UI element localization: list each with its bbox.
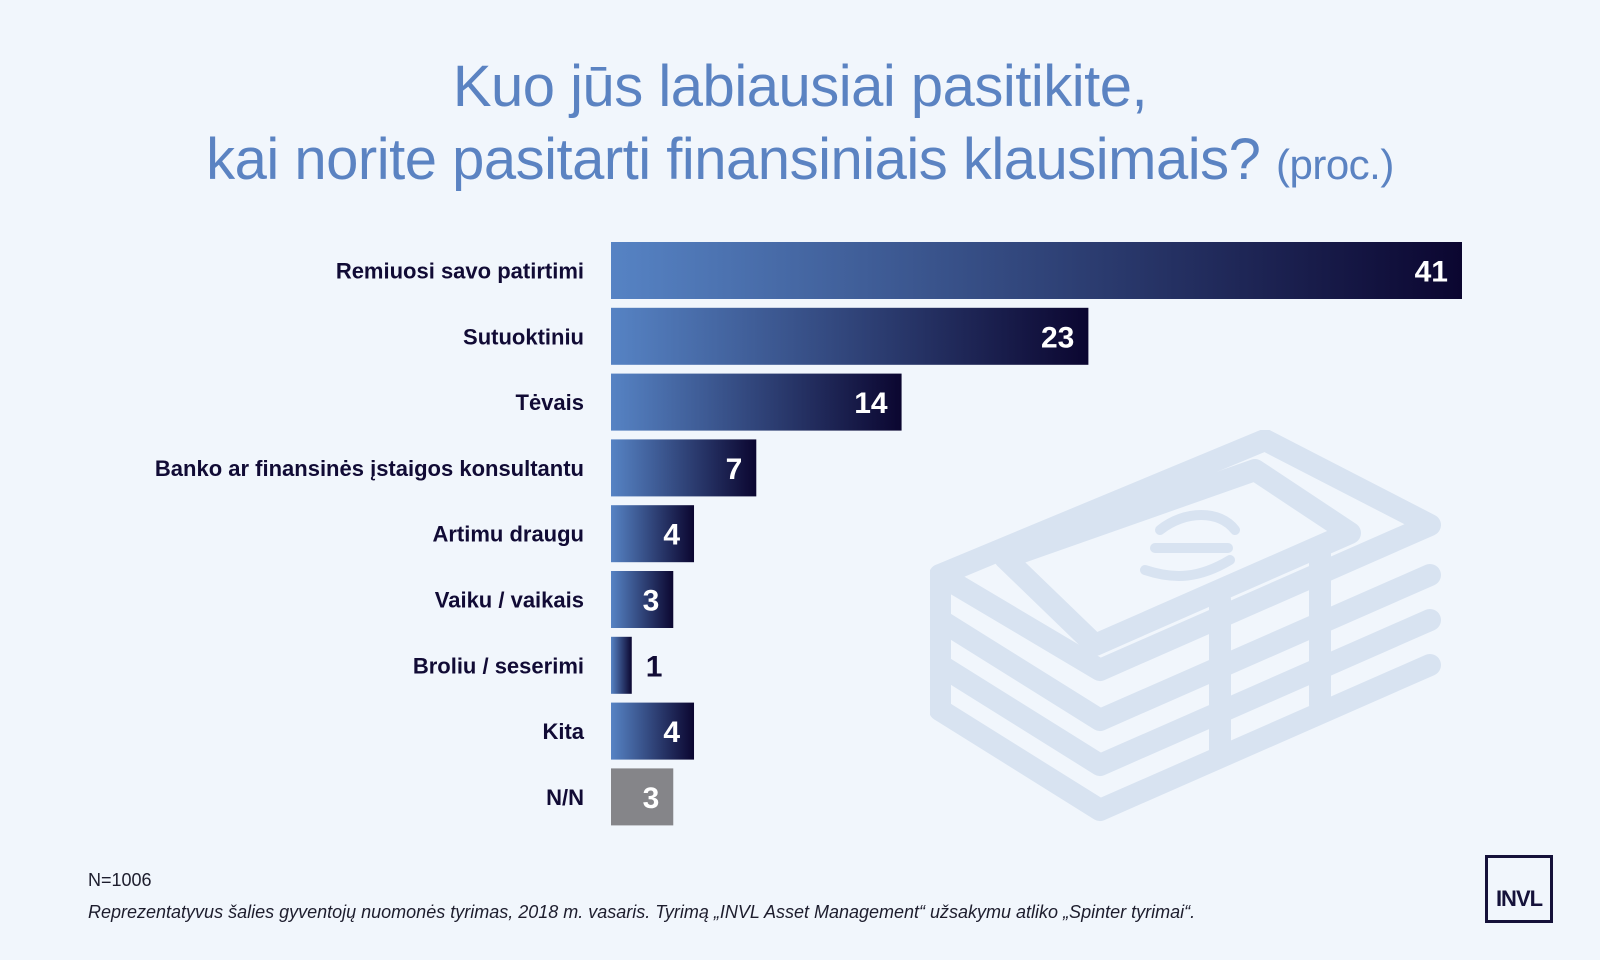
category-label: Kita xyxy=(542,719,584,744)
money-stack-outline xyxy=(930,430,1441,821)
sample-size: N=1006 xyxy=(88,870,152,890)
title-line-2: kai norite pasitarti finansiniais klausi… xyxy=(0,123,1600,201)
category-label: Tėvais xyxy=(516,390,585,415)
invl-logo: INVL xyxy=(1485,855,1553,923)
title-unit: (proc.) xyxy=(1275,141,1394,188)
category-label: Sutuoktiniu xyxy=(463,324,584,349)
source-note: Reprezentatyvus šalies gyventojų nuomonė… xyxy=(88,902,1196,922)
bar xyxy=(611,307,1089,365)
value-label: 14 xyxy=(854,387,888,420)
category-label: Banko ar finansinės įstaigos konsultantu xyxy=(155,456,584,481)
value-label: 7 xyxy=(726,453,743,486)
bar xyxy=(611,505,695,563)
value-label: 4 xyxy=(663,716,680,749)
chart-title: Kuo jūs labiausiai pasitikite, kai norit… xyxy=(0,50,1600,201)
value-label: 4 xyxy=(663,519,680,552)
value-label: 41 xyxy=(1415,256,1448,289)
category-label: Remiuosi savo patirtimi xyxy=(336,259,584,284)
value-label: 23 xyxy=(1041,321,1074,354)
bar xyxy=(611,768,674,826)
bar xyxy=(611,571,674,628)
value-label: 3 xyxy=(643,782,660,815)
bar xyxy=(611,242,1462,299)
category-label: N/N xyxy=(546,785,584,810)
category-label: Artimu draugu xyxy=(432,522,584,547)
money-stack-icon xyxy=(930,430,1441,821)
pound-symbol xyxy=(1140,510,1240,581)
bar xyxy=(611,636,632,694)
logo-text: INVL xyxy=(1495,886,1543,911)
value-label: 3 xyxy=(643,585,660,618)
title-line-1: Kuo jūs labiausiai pasitikite, xyxy=(452,54,1148,119)
bar xyxy=(611,702,695,760)
category-label: Vaiku / vaikais xyxy=(435,588,584,613)
bar xyxy=(611,373,902,431)
bar xyxy=(611,439,757,497)
category-label: Broliu / seserimi xyxy=(413,653,584,678)
title-question: kai norite pasitarti finansiniais klausi… xyxy=(206,127,1261,192)
value-label: 1 xyxy=(646,650,663,683)
